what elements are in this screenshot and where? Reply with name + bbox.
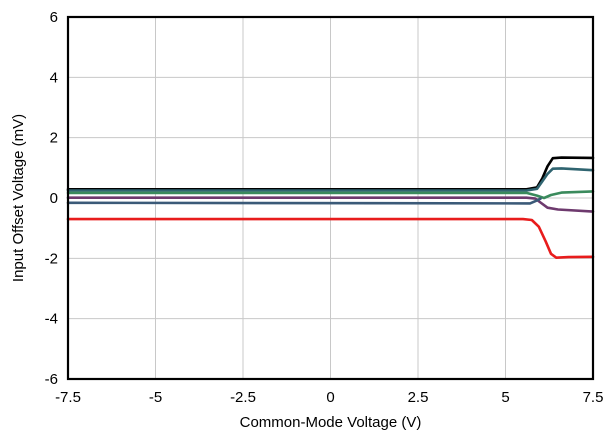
x-tick-label: -7.5 xyxy=(55,389,81,406)
series-lines xyxy=(66,156,595,260)
x-axis-title: Common-Mode Voltage (V) xyxy=(240,414,422,431)
y-tick-labels: -6 -4 -2 0 2 4 6 xyxy=(45,9,58,388)
x-tick-label: 0 xyxy=(326,389,334,406)
y-tick-label: -2 xyxy=(45,250,58,267)
x-tick-label: -2.5 xyxy=(230,389,256,406)
x-tick-label: 5 xyxy=(501,389,509,406)
series-line-6 xyxy=(66,217,595,260)
y-tick-label: -4 xyxy=(45,311,58,328)
y-tick-label: 2 xyxy=(50,130,58,147)
y-tick-label: -6 xyxy=(45,371,58,388)
series-line-4 xyxy=(66,196,595,213)
x-tick-labels: -7.5 -5 -2.5 0 2.5 5 7.5 xyxy=(55,389,603,406)
series-line-3 xyxy=(66,190,595,200)
x-tick-label: 2.5 xyxy=(408,389,429,406)
plot-frame xyxy=(66,15,595,381)
x-tick-label: 7.5 xyxy=(583,389,604,406)
y-tick-label: 6 xyxy=(50,9,58,26)
series-line-2 xyxy=(66,167,595,192)
y-tick-label: 4 xyxy=(50,69,58,86)
y-axis-title: Input Offset Voltage (mV) xyxy=(10,114,27,282)
x-tick-label: -5 xyxy=(149,389,162,406)
series-line-5 xyxy=(66,197,542,205)
y-tick-label: 0 xyxy=(50,190,58,207)
